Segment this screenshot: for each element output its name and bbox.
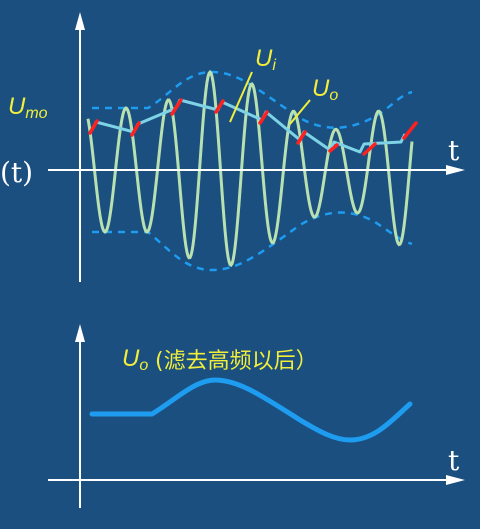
charge-segment xyxy=(328,143,339,153)
bottom-x-arrow xyxy=(446,475,465,485)
lower-envelope-line xyxy=(92,211,413,272)
uo-pointer-line xyxy=(289,99,311,125)
charge-segment xyxy=(296,130,307,145)
top-axes xyxy=(48,18,458,282)
filtered-output-line xyxy=(89,377,413,443)
upper-envelope-line xyxy=(92,70,413,129)
carrier-wave-line xyxy=(86,69,414,268)
charge-segment xyxy=(130,121,141,137)
bottom-axis-t-label: t xyxy=(448,444,460,477)
top-axis-left-label: (t) xyxy=(0,156,33,189)
ui-pointer-line xyxy=(229,71,253,123)
bottom-axes xyxy=(48,330,458,508)
charge-segment xyxy=(170,98,183,116)
bottom-label-note: (滤去高频以后） xyxy=(155,349,318,374)
label-ui: Ui xyxy=(255,45,276,74)
label-uo: Uo xyxy=(312,75,338,104)
charge-segment xyxy=(258,110,269,125)
bottom-label-uo: Uo xyxy=(122,345,148,374)
label-umo: Umo xyxy=(8,93,48,122)
charge-segment xyxy=(88,119,99,135)
charge-segment xyxy=(362,142,377,156)
charge-segment xyxy=(214,99,225,114)
charge-segment xyxy=(402,121,418,140)
top-x-arrow xyxy=(446,165,465,175)
charging-segments xyxy=(88,98,418,156)
bottom-y-arrow xyxy=(75,324,85,342)
top-y-arrow xyxy=(75,12,85,30)
top-axis-t-label: t xyxy=(448,134,460,167)
